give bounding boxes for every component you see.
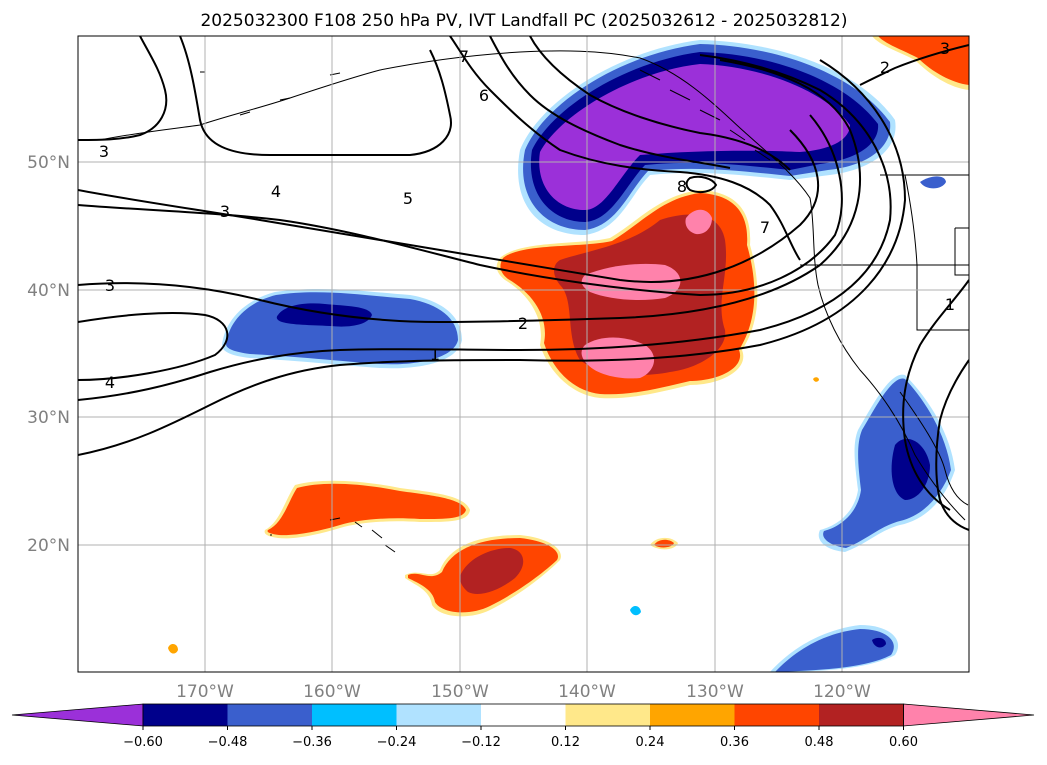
contour-label: 1	[945, 295, 955, 314]
colorbar-tick-label: 0.24	[636, 735, 665, 750]
contour-label: 4	[271, 182, 281, 201]
contour-label: 3	[940, 39, 950, 58]
colorbar-tick-label: −0.12	[461, 735, 501, 750]
colorbar-tick-label: 0.60	[889, 735, 918, 750]
lat-label: 30°N	[27, 408, 70, 428]
colorbar-extend-high	[903, 703, 1035, 727]
colorbar-tick-label: −0.36	[292, 735, 332, 750]
colorbar-segment	[312, 704, 397, 726]
map-panel: 3 4 3 3 4 5 6 7 2 1 8 7 3 2 1	[78, 36, 969, 672]
colorbar-segment	[565, 704, 651, 726]
pv-shading	[168, 36, 969, 672]
contour-label: 7	[760, 218, 770, 237]
lon-label: 140°W	[558, 682, 616, 702]
gridlines	[78, 36, 969, 672]
colorbar-tick-label: 0.36	[720, 735, 749, 750]
lat-label: 50°N	[27, 153, 70, 173]
colorbar: −0.60 −0.48 −0.36 −0.24 −0.12 0.12 0.24 0.36 0.4…	[11, 703, 1035, 750]
contour-label: 8	[677, 177, 687, 196]
map-frame	[77, 35, 970, 673]
contour-label: 5	[403, 189, 413, 208]
lon-labels: 170°W 160°W 150°W 140°W 130°W 120°W	[176, 682, 871, 702]
colorbar-segment	[734, 704, 820, 726]
colorbar-tick-label: −0.60	[123, 735, 163, 750]
colorbar-segment	[227, 704, 313, 726]
lon-label: 170°W	[176, 682, 234, 702]
colorbar-segment	[396, 704, 482, 726]
lon-label: 120°W	[813, 682, 871, 702]
colorbar-segment	[481, 704, 566, 726]
contour-label: 7	[459, 47, 469, 66]
colorbar-extend-low	[11, 703, 144, 727]
colorbar-tick-label: −0.24	[377, 735, 417, 750]
contour-label: 2	[518, 314, 528, 333]
lat-label: 20°N	[27, 536, 70, 556]
contour-label: 3	[105, 276, 115, 295]
contour-labels: 3 4 3 3 4 5 6 7 2 1 8 7 3 2 1	[99, 39, 955, 392]
lon-label: 160°W	[303, 682, 361, 702]
colorbar-tick-label: −0.48	[208, 735, 248, 750]
chart-title: 2025032300 F108 250 hPa PV, IVT Landfall…	[200, 11, 847, 31]
lon-label: 130°W	[686, 682, 744, 702]
colorbar-segment	[143, 704, 228, 726]
colorbar-tick-label: 0.48	[805, 735, 834, 750]
colorbar-segment	[819, 704, 904, 726]
contour-label: 1	[430, 345, 440, 364]
colorbar-segment	[650, 704, 735, 726]
contour-label: 6	[479, 86, 489, 105]
pv-contours	[78, 36, 969, 531]
contour-label: 3	[99, 142, 109, 161]
lat-label: 40°N	[27, 281, 70, 301]
lon-label: 150°W	[431, 682, 489, 702]
contour-label: 4	[105, 373, 115, 392]
colorbar-border	[142, 703, 904, 727]
colorbar-tick-label: 0.12	[551, 735, 580, 750]
lat-labels: 50°N 40°N 30°N 20°N	[27, 153, 70, 556]
contour-label: 2	[880, 58, 890, 77]
contour-label: 3	[220, 202, 230, 221]
